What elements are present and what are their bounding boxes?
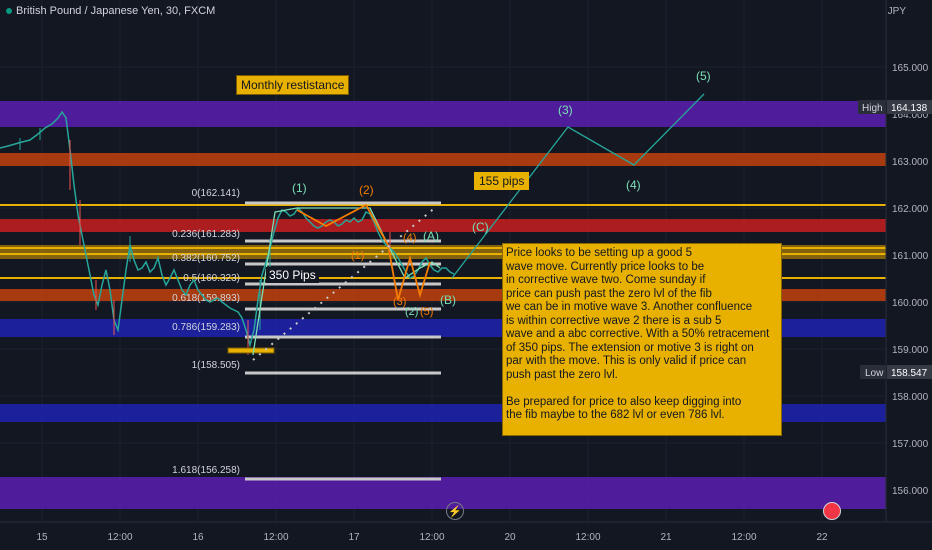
price-tick: 162.000	[892, 204, 929, 215]
time-tick: 17	[348, 532, 360, 543]
fib-label-0382: 0.382(160.752)	[172, 253, 240, 264]
currency-label[interactable]: JPY	[887, 6, 906, 17]
fib-label-05: 0.5(160.323)	[183, 273, 240, 284]
wave-line-orange	[296, 203, 431, 301]
wave-label-5: (5)	[696, 69, 711, 83]
fib-label-0: 0(162.141)	[192, 188, 240, 199]
analysis-note[interactable]: Price looks to be setting up a good 5 wa…	[502, 243, 782, 436]
price-tick: 160.000	[892, 298, 929, 309]
monthly-resistance-label[interactable]: Monthly restistance	[236, 75, 350, 95]
high-value-bg	[887, 100, 932, 114]
wave-label-c: (C)	[472, 220, 489, 234]
status-dot-icon	[6, 8, 12, 15]
fib-labels: 0(162.141) 0.236(161.283) 0.382(160.752)…	[172, 188, 240, 476]
projection-line	[451, 93, 705, 279]
time-tick: 12:00	[575, 532, 600, 543]
subwave-label-5: (5)	[420, 306, 433, 318]
fib-label-0236: 0.236(161.283)	[172, 229, 240, 240]
time-tick: 20	[504, 532, 516, 543]
price-tick: 165.000	[892, 63, 929, 74]
purple-zone-top	[0, 101, 886, 127]
high-label: High	[862, 103, 883, 114]
subwave-label-1: (1)	[351, 250, 364, 262]
low-label: Low	[865, 368, 884, 379]
price-tick: 164.000	[892, 110, 929, 121]
time-tick: 12:00	[107, 532, 132, 543]
price-axis-bg	[886, 0, 932, 550]
low-value: 158.547	[891, 368, 928, 379]
tradingview-logo-icon[interactable]	[823, 502, 841, 520]
price-tick: 157.000	[892, 439, 929, 450]
time-tick: 12:00	[263, 532, 288, 543]
orange-zone-163	[0, 153, 886, 166]
low-label-bg	[860, 365, 886, 379]
time-axis-ticks: 15 12:00 16 12:00 17 12:00 20 12:00 21 1…	[36, 532, 828, 543]
time-axis-bg	[0, 522, 932, 550]
entry-marker	[227, 347, 275, 354]
red-zone-161	[0, 219, 886, 232]
wave-labels: (1) (2) (3) (4) (5) (A) (B) (C) (1) (2) …	[292, 69, 711, 318]
purple-zone-bottom	[0, 477, 886, 509]
time-tick: 21	[660, 532, 672, 543]
symbol-title-text: British Pound / Japanese Yen, 30, FXCM	[16, 5, 216, 17]
fib-label-0786: 0.786(159.283)	[172, 322, 240, 333]
price-axis-ticks: 165.000 164.000 163.000 162.000 161.000 …	[892, 63, 929, 497]
fib-lines[interactable]	[245, 201, 441, 481]
wave-label-4: (4)	[626, 178, 641, 192]
price-tick: 161.000	[892, 251, 929, 262]
price-tick: 159.000	[892, 345, 929, 356]
time-tick: 22	[816, 532, 828, 543]
wave-label-1: (1)	[292, 181, 307, 195]
flash-icon[interactable]: ⚡	[446, 502, 464, 520]
subwave-label-4: (4)	[403, 232, 416, 244]
wave-label-3: (3)	[558, 103, 573, 117]
symbol-title[interactable]: British Pound / Japanese Yen, 30, FXCM	[6, 5, 215, 17]
time-tick: 16	[192, 532, 204, 543]
wave-label-b: (B)	[440, 293, 456, 307]
price-tick: 163.000	[892, 157, 929, 168]
candles	[0, 110, 455, 355]
wave-label-a: (A)	[423, 229, 439, 243]
time-tick: 12:00	[731, 532, 756, 543]
low-value-bg	[887, 365, 932, 379]
time-tick: 12:00	[419, 532, 444, 543]
fib-label-0618: 0.618(159.893)	[172, 293, 240, 304]
subwave-label-2: (2)	[405, 306, 418, 318]
subwave-label-3: (3)	[393, 296, 406, 308]
high-label-bg	[858, 100, 886, 114]
fib-label-1: 1(158.505)	[192, 360, 240, 371]
time-tick: 15	[36, 532, 48, 543]
price-tick: 158.000	[892, 392, 929, 403]
price-tick: 156.000	[892, 486, 929, 497]
pips-155-label[interactable]: 155 pips	[474, 172, 530, 190]
fib-label-1618: 1.618(156.258)	[172, 465, 240, 476]
pips-350-label[interactable]: 350 Pips	[266, 267, 319, 283]
high-value: 164.138	[891, 103, 928, 114]
wave-label-2: (2)	[359, 183, 374, 197]
